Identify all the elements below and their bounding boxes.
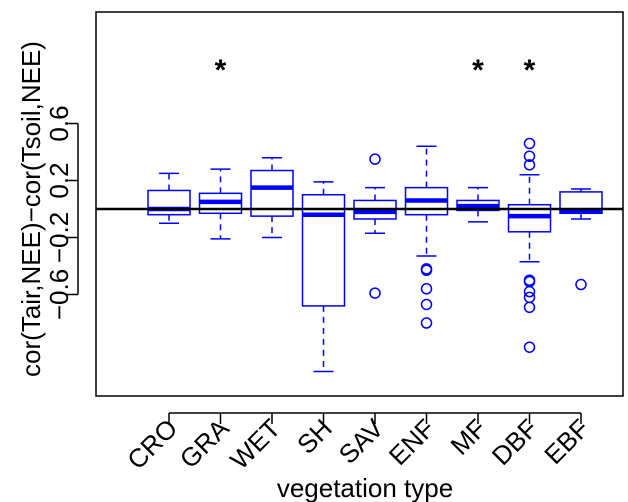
outlier-point (523, 150, 536, 163)
x-tick-label: DBF (486, 413, 544, 471)
outlier-point (420, 298, 433, 311)
x-tick-label: ENF (383, 413, 441, 471)
outlier-point (523, 137, 536, 150)
significance-marker: * (215, 54, 227, 87)
box-cro (147, 172, 191, 224)
outlier-point (575, 278, 587, 291)
y-tick-label: 0.2 (44, 162, 74, 198)
significance-marker: * (472, 54, 484, 87)
outlier-point (420, 264, 433, 277)
y-tick-label: 0.6 (44, 105, 74, 141)
x-tick-label: GRA (174, 413, 236, 475)
outlier-point (523, 159, 536, 171)
outlier-point (523, 301, 536, 314)
x-axis-title: vegetation type (277, 473, 453, 502)
box-gra: * (198, 54, 243, 240)
box-ebf (559, 188, 603, 291)
x-tick-label: WET (224, 413, 286, 475)
significance-marker: * (524, 54, 536, 87)
y-axis: −0.6 −0.2 0.2 0.6 (44, 105, 79, 320)
y-axis-title: cor(Tair,NEE)−cor(Tsoil,NEE) (16, 41, 46, 377)
box-sav (353, 153, 397, 299)
box-mf: * (456, 54, 500, 223)
outlier-point (523, 341, 536, 353)
box-iqr (301, 194, 346, 307)
y-tick-label: −0.6 (44, 269, 74, 320)
x-tick-label: EBF (538, 413, 595, 470)
x-tick-label: SAV (333, 413, 390, 470)
outlier-point (420, 283, 433, 295)
x-tick-label: MF (444, 413, 492, 461)
chart-marks: * * * (96, 54, 623, 373)
y-tick-label: −0.2 (44, 212, 74, 263)
box-wet (250, 156, 294, 239)
outlier-point (420, 317, 433, 329)
box-enf (404, 145, 449, 329)
box-sh (301, 181, 346, 373)
x-tick-label: SH (291, 413, 338, 460)
outlier-point (369, 287, 381, 299)
plot-frame (95, 11, 624, 397)
box-dbf: * (507, 54, 552, 353)
outlier-point (369, 153, 381, 165)
x-tick-label: CRO (121, 413, 183, 475)
outlier-point (523, 285, 536, 298)
